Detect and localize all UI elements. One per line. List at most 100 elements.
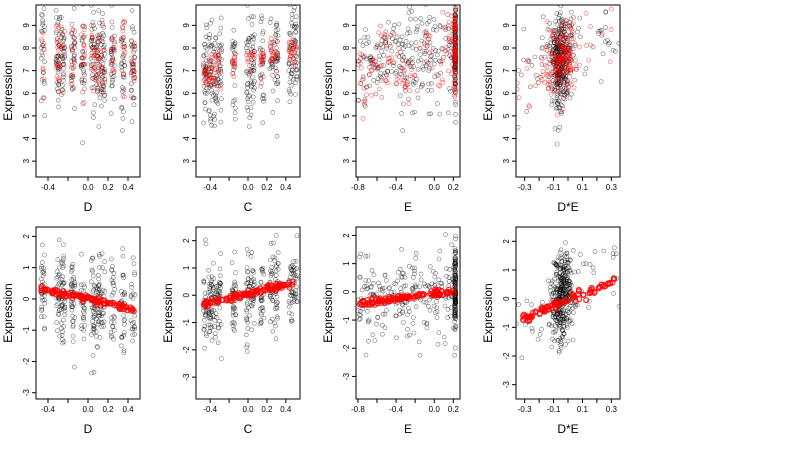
data-point bbox=[209, 282, 214, 287]
data-point bbox=[92, 283, 98, 289]
data-point bbox=[564, 259, 570, 265]
data-point bbox=[365, 308, 370, 314]
data-point bbox=[450, 279, 456, 285]
data-point bbox=[251, 269, 257, 275]
data-point bbox=[421, 281, 427, 287]
data-point bbox=[214, 66, 219, 71]
data-point bbox=[436, 277, 442, 283]
data-point bbox=[610, 47, 616, 53]
data-point bbox=[57, 14, 62, 20]
data-point bbox=[101, 47, 107, 53]
data-point bbox=[371, 272, 377, 278]
data-point bbox=[54, 30, 59, 36]
data-point bbox=[533, 83, 538, 89]
data-point bbox=[373, 91, 379, 97]
data-point bbox=[231, 44, 236, 49]
data-point bbox=[377, 284, 383, 289]
data-point bbox=[98, 319, 104, 325]
data-point bbox=[99, 324, 104, 330]
data-point bbox=[59, 44, 65, 50]
data-point bbox=[99, 17, 105, 23]
data-point bbox=[588, 24, 593, 29]
data-point bbox=[88, 295, 95, 302]
data-point bbox=[39, 304, 44, 310]
data-point bbox=[294, 299, 300, 304]
data-point bbox=[434, 309, 440, 315]
x-tick-label: -0.1 bbox=[547, 405, 561, 414]
data-point bbox=[411, 330, 417, 336]
data-point bbox=[56, 104, 62, 110]
data-point bbox=[402, 43, 408, 49]
data-point bbox=[211, 77, 217, 83]
data-point bbox=[417, 52, 423, 57]
data-point bbox=[69, 73, 75, 79]
data-point bbox=[54, 295, 59, 301]
data-point bbox=[394, 69, 399, 74]
data-point bbox=[423, 5, 428, 7]
data-point bbox=[102, 269, 108, 275]
data-point bbox=[286, 39, 292, 45]
data-point bbox=[63, 293, 70, 300]
data-point bbox=[95, 62, 101, 67]
data-point bbox=[394, 76, 400, 82]
data-point bbox=[213, 298, 220, 305]
data-point bbox=[560, 328, 566, 334]
data-point bbox=[258, 320, 264, 326]
data-point bbox=[548, 72, 554, 77]
data-point bbox=[208, 118, 213, 124]
data-point bbox=[69, 21, 75, 27]
data-point bbox=[201, 326, 207, 332]
data-point bbox=[213, 95, 219, 100]
data-point bbox=[551, 30, 557, 36]
data-point bbox=[69, 81, 75, 86]
data-point bbox=[82, 284, 87, 290]
data-point bbox=[109, 292, 115, 298]
data-point bbox=[426, 68, 432, 73]
data-point bbox=[109, 74, 115, 80]
data-point bbox=[568, 317, 573, 323]
data-point bbox=[213, 96, 218, 101]
data-point bbox=[110, 55, 115, 61]
data-point bbox=[400, 308, 405, 314]
data-point bbox=[59, 282, 65, 288]
data-point bbox=[102, 98, 107, 103]
data-point bbox=[41, 314, 47, 320]
data-point bbox=[259, 268, 265, 273]
data-point bbox=[583, 261, 589, 267]
data-point bbox=[248, 67, 254, 73]
data-point bbox=[273, 233, 279, 238]
data-point bbox=[408, 64, 414, 69]
data-point bbox=[570, 337, 576, 343]
data-point bbox=[572, 0, 576, 2]
x-tick-label: 0.4 bbox=[280, 183, 292, 192]
y-tick-label: 5 bbox=[342, 113, 351, 118]
data-point bbox=[109, 256, 114, 262]
data-point bbox=[401, 70, 407, 75]
data-point bbox=[80, 62, 85, 67]
data-point bbox=[371, 78, 377, 83]
data-point bbox=[121, 88, 127, 93]
data-point bbox=[598, 281, 605, 288]
data-point bbox=[121, 330, 127, 335]
data-point bbox=[203, 331, 209, 337]
data-point bbox=[88, 56, 94, 61]
data-point bbox=[358, 65, 364, 71]
data-point bbox=[409, 67, 415, 72]
data-point bbox=[233, 105, 238, 111]
data-point bbox=[218, 86, 224, 92]
data-point bbox=[447, 36, 452, 41]
data-point bbox=[273, 273, 279, 278]
data-point bbox=[251, 88, 256, 93]
data-point bbox=[97, 20, 102, 26]
data-point bbox=[554, 95, 560, 100]
data-point bbox=[206, 73, 212, 78]
data-point bbox=[268, 36, 274, 41]
data-point bbox=[251, 298, 256, 304]
y-axis-title: Expression bbox=[161, 283, 175, 342]
data-point bbox=[130, 44, 136, 50]
data-point bbox=[565, 87, 571, 93]
data-point bbox=[293, 67, 299, 73]
data-point bbox=[426, 61, 432, 66]
data-point bbox=[61, 253, 67, 259]
data-point bbox=[364, 92, 369, 98]
